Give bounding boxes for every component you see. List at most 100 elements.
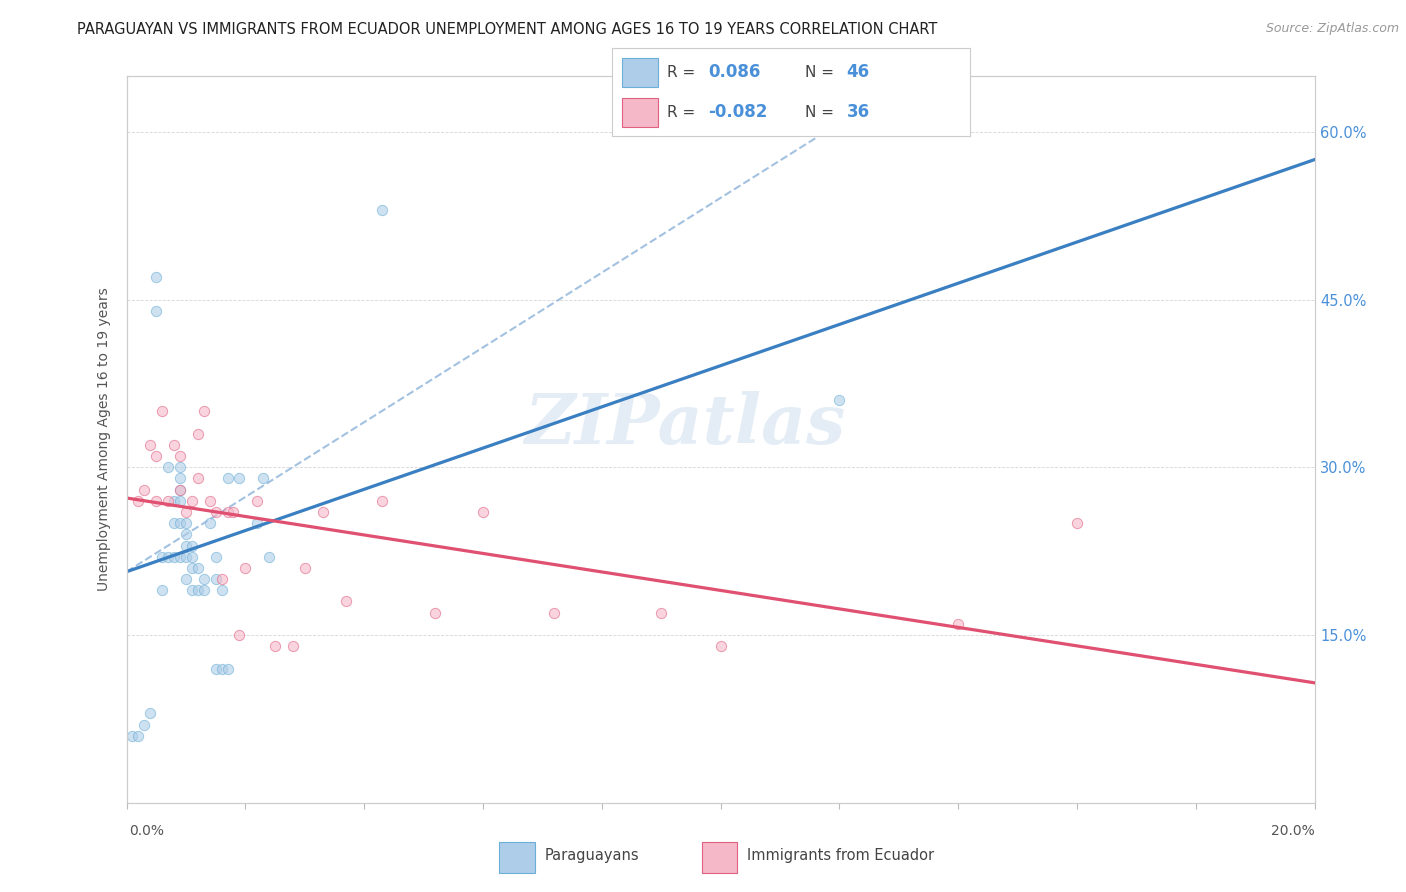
Point — [371, 493, 394, 508]
Point — [174, 505, 197, 519]
Point — [187, 561, 209, 575]
Point — [169, 483, 191, 497]
Point — [294, 561, 316, 575]
Point — [169, 471, 191, 485]
Point — [169, 449, 191, 463]
Point — [257, 549, 280, 564]
Point — [163, 549, 186, 564]
Point — [204, 572, 226, 586]
Point — [233, 561, 256, 575]
Point — [187, 583, 209, 598]
Point — [650, 606, 672, 620]
Bar — [702, 841, 737, 873]
Point — [174, 516, 197, 531]
Text: ZIPatlas: ZIPatlas — [524, 391, 845, 458]
Point — [169, 493, 191, 508]
Text: Source: ZipAtlas.com: Source: ZipAtlas.com — [1265, 22, 1399, 36]
Bar — [623, 58, 658, 87]
Bar — [623, 98, 658, 127]
Point — [187, 471, 209, 485]
Text: R =: R = — [668, 105, 700, 120]
Text: R =: R = — [668, 65, 700, 79]
Text: 0.086: 0.086 — [709, 63, 761, 81]
Bar — [499, 841, 534, 873]
Point — [163, 516, 186, 531]
Point — [222, 505, 245, 519]
Point — [180, 561, 202, 575]
Point — [828, 393, 851, 408]
Point — [543, 606, 565, 620]
Point — [180, 583, 202, 598]
Point — [281, 639, 304, 653]
Point — [163, 438, 186, 452]
Point — [193, 404, 215, 418]
Text: Immigrants from Ecuador: Immigrants from Ecuador — [748, 848, 935, 863]
Point — [204, 549, 226, 564]
Point — [425, 606, 447, 620]
Point — [252, 471, 274, 485]
Point — [174, 572, 197, 586]
Point — [246, 516, 269, 531]
Point — [145, 270, 167, 285]
Point — [264, 639, 287, 653]
Point — [174, 549, 197, 564]
Point — [121, 729, 143, 743]
Point — [174, 527, 197, 541]
Point — [150, 583, 173, 598]
Point — [193, 583, 215, 598]
Point — [211, 662, 233, 676]
Point — [187, 426, 209, 441]
Point — [163, 493, 186, 508]
Point — [134, 717, 156, 731]
Y-axis label: Unemployment Among Ages 16 to 19 years: Unemployment Among Ages 16 to 19 years — [97, 287, 111, 591]
Point — [335, 594, 357, 608]
Point — [228, 628, 250, 642]
Point — [169, 516, 191, 531]
Point — [948, 616, 970, 631]
Point — [180, 549, 202, 564]
Point — [217, 662, 239, 676]
Point — [246, 493, 269, 508]
Point — [145, 449, 167, 463]
Point — [169, 483, 191, 497]
Point — [139, 438, 162, 452]
Point — [204, 662, 226, 676]
Point — [134, 483, 156, 497]
Point — [180, 539, 202, 553]
Point — [145, 493, 167, 508]
Point — [157, 493, 180, 508]
Point — [198, 493, 221, 508]
Text: 0.0%: 0.0% — [129, 824, 165, 838]
Text: N =: N = — [806, 65, 839, 79]
Point — [228, 471, 250, 485]
Text: 36: 36 — [846, 103, 869, 121]
Point — [311, 505, 333, 519]
Point — [139, 706, 162, 721]
Point — [1066, 516, 1088, 531]
Point — [211, 572, 233, 586]
Point — [150, 404, 173, 418]
Point — [150, 549, 173, 564]
Text: N =: N = — [806, 105, 839, 120]
Text: -0.082: -0.082 — [709, 103, 768, 121]
Point — [180, 493, 202, 508]
Text: 46: 46 — [846, 63, 869, 81]
Point — [204, 505, 226, 519]
Point — [145, 303, 167, 318]
Point — [471, 505, 495, 519]
Point — [127, 729, 149, 743]
Point — [157, 460, 180, 475]
Point — [371, 202, 394, 217]
Point — [211, 583, 233, 598]
Text: Paraguayans: Paraguayans — [546, 848, 640, 863]
Text: PARAGUAYAN VS IMMIGRANTS FROM ECUADOR UNEMPLOYMENT AMONG AGES 16 TO 19 YEARS COR: PARAGUAYAN VS IMMIGRANTS FROM ECUADOR UN… — [77, 22, 938, 37]
Point — [217, 471, 239, 485]
Point — [217, 505, 239, 519]
Point — [157, 549, 180, 564]
Point — [198, 516, 221, 531]
Point — [193, 572, 215, 586]
Point — [709, 639, 731, 653]
Point — [169, 460, 191, 475]
Point — [174, 539, 197, 553]
Text: 20.0%: 20.0% — [1271, 824, 1315, 838]
